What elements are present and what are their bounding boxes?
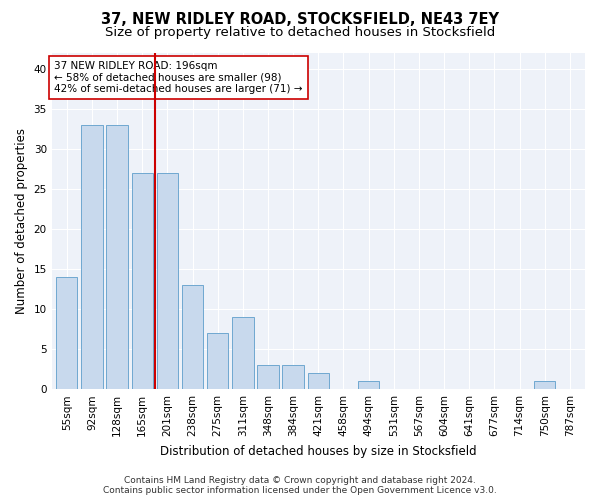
Bar [207, 333, 229, 389]
Text: Size of property relative to detached houses in Stocksfield: Size of property relative to detached ho… [105, 26, 495, 39]
Bar [182, 285, 203, 389]
Bar [157, 172, 178, 389]
Bar [106, 124, 128, 389]
Bar [81, 124, 103, 389]
Bar [283, 365, 304, 389]
Bar [56, 277, 77, 389]
Bar [308, 373, 329, 389]
Bar [358, 381, 379, 389]
Text: 37 NEW RIDLEY ROAD: 196sqm
← 58% of detached houses are smaller (98)
42% of semi: 37 NEW RIDLEY ROAD: 196sqm ← 58% of deta… [55, 61, 303, 94]
Text: Contains HM Land Registry data © Crown copyright and database right 2024.
Contai: Contains HM Land Registry data © Crown c… [103, 476, 497, 495]
Bar [534, 381, 556, 389]
Bar [131, 172, 153, 389]
Text: 37, NEW RIDLEY ROAD, STOCKSFIELD, NE43 7EY: 37, NEW RIDLEY ROAD, STOCKSFIELD, NE43 7… [101, 12, 499, 28]
X-axis label: Distribution of detached houses by size in Stocksfield: Distribution of detached houses by size … [160, 444, 476, 458]
Bar [257, 365, 279, 389]
Y-axis label: Number of detached properties: Number of detached properties [15, 128, 28, 314]
Bar [232, 317, 254, 389]
